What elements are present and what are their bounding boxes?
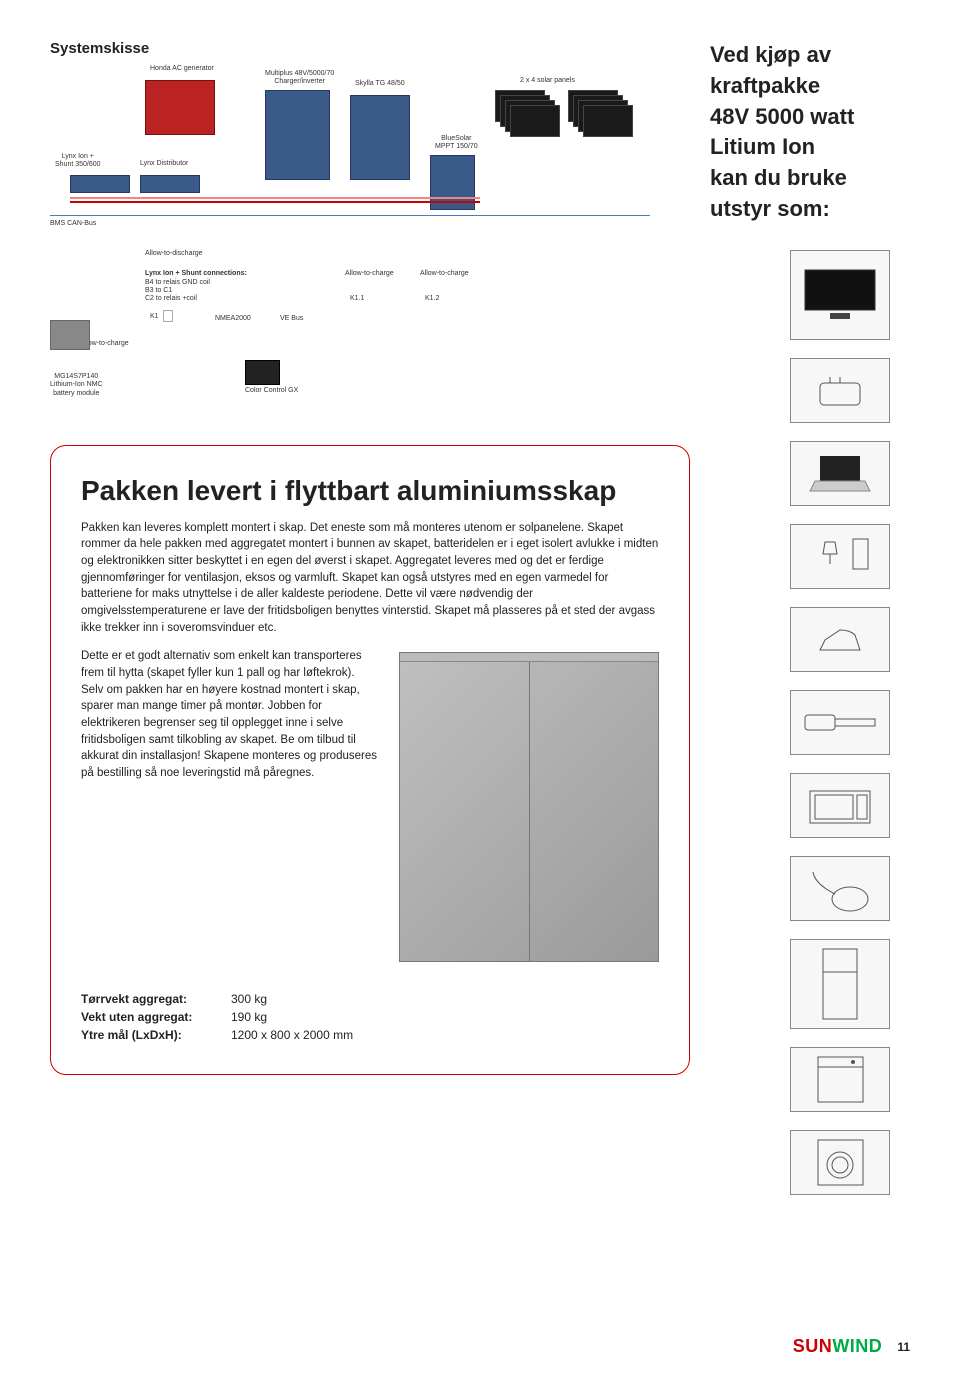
callout-box: Pakken levert i flyttbart aluminiumsskap… bbox=[50, 445, 690, 1075]
appl-microwave bbox=[790, 773, 890, 838]
diagram-title: Systemskisse bbox=[50, 40, 690, 57]
label-allowch1: Allow-to-charge bbox=[345, 270, 394, 278]
callout-p1: Pakken kan leveres komplett montert i sk… bbox=[81, 520, 659, 637]
appl-chainsaw bbox=[790, 690, 890, 755]
appliance-column bbox=[770, 250, 910, 1195]
sbh-5: kan du bruke bbox=[710, 163, 910, 194]
wire2 bbox=[70, 201, 480, 203]
brand-sun: SUN bbox=[793, 1336, 833, 1356]
comp-battmod bbox=[50, 320, 90, 350]
brand-logo: SUNWIND bbox=[793, 1336, 883, 1357]
label-bms: BMS CAN-Bus bbox=[50, 220, 96, 228]
wire1 bbox=[70, 197, 480, 199]
page-number: 11 bbox=[897, 1340, 910, 1354]
system-diagram: Systemskisse Honda AC generator Lynx Ion… bbox=[50, 40, 690, 385]
spec-k3: Ytre mål (LxDxH): bbox=[81, 1028, 231, 1042]
label-ccgx: Color Control GX bbox=[245, 387, 298, 395]
appl-laptop bbox=[790, 441, 890, 506]
spec-v3: 1200 x 800 x 2000 mm bbox=[231, 1028, 353, 1042]
footer: SUNWIND 11 bbox=[793, 1336, 910, 1357]
label-lynxconn: Lynx Ion + Shunt connections: bbox=[145, 270, 247, 278]
specs-table: Tørrvekt aggregat:300 kg Vekt uten aggre… bbox=[81, 992, 659, 1042]
label-solar: 2 x 4 solar panels bbox=[520, 77, 575, 85]
appl-toaster bbox=[790, 358, 890, 423]
comp-ccgx bbox=[245, 360, 280, 385]
cabinet-illustration bbox=[399, 652, 659, 962]
comp-multiplus bbox=[265, 90, 330, 180]
appl-washer bbox=[790, 1130, 890, 1195]
appl-vacuum bbox=[790, 856, 890, 921]
appl-fridge bbox=[790, 939, 890, 1029]
callout-heading: Pakken levert i flyttbart aluminiumsskap bbox=[81, 474, 659, 508]
sbh-1: Ved kjøp av bbox=[710, 40, 910, 71]
comp-honda bbox=[145, 80, 215, 135]
spec-v2: 190 kg bbox=[231, 1010, 267, 1024]
callout-p2: Dette er et godt alternativ som enkelt k… bbox=[81, 648, 379, 781]
label-lynxconn3: C2 to relais +coil bbox=[145, 295, 197, 303]
comp-skylla bbox=[350, 95, 410, 180]
comp-k1 bbox=[163, 310, 173, 322]
appl-lamp bbox=[790, 524, 890, 589]
label-allowch2: Allow-to-charge bbox=[420, 270, 469, 278]
label-skylla: Skylla TG 48/50 bbox=[355, 80, 405, 88]
label-multiplus: Multiplus 48V/5000/70 Charger/inverter bbox=[265, 70, 334, 87]
label-bluesolar: BlueSolar MPPT 150/70 bbox=[435, 135, 478, 152]
comp-solar2d bbox=[583, 105, 633, 137]
label-k1: K1 bbox=[150, 313, 159, 321]
spec-k1: Tørrvekt aggregat: bbox=[81, 992, 231, 1006]
label-allowdisch: Allow-to-discharge bbox=[145, 250, 203, 258]
spec-k2: Vekt uten aggregat: bbox=[81, 1010, 231, 1024]
brand-wind: WIND bbox=[832, 1336, 882, 1356]
comp-solar1d bbox=[510, 105, 560, 137]
appl-iron bbox=[790, 607, 890, 672]
label-honda: Honda AC generator bbox=[150, 65, 214, 73]
label-vebus: VE Bus bbox=[280, 315, 303, 323]
appl-dishwasher bbox=[790, 1047, 890, 1112]
label-lynxion: Lynx Ion + Shunt 350/600 bbox=[55, 153, 101, 170]
sbh-4: Litium Ion bbox=[710, 132, 910, 163]
comp-lynxion bbox=[70, 175, 130, 193]
label-batt: MG14S7P140 Lithium-Ion NMC battery modul… bbox=[50, 373, 103, 398]
label-k12: K1.2 bbox=[425, 295, 439, 303]
label-k11: K1.1 bbox=[350, 295, 364, 303]
wire-bms bbox=[50, 215, 650, 216]
label-nmea: NMEA2000 bbox=[215, 315, 251, 323]
appl-tv bbox=[790, 250, 890, 340]
label-lynxdist: Lynx Distributor bbox=[140, 160, 188, 168]
sbh-3: 48V 5000 watt bbox=[710, 102, 910, 133]
comp-lynxdist bbox=[140, 175, 200, 193]
sbh-2: kraftpakke bbox=[710, 71, 910, 102]
spec-v1: 300 kg bbox=[231, 992, 267, 1006]
sbh-6: utstyr som: bbox=[710, 194, 910, 225]
